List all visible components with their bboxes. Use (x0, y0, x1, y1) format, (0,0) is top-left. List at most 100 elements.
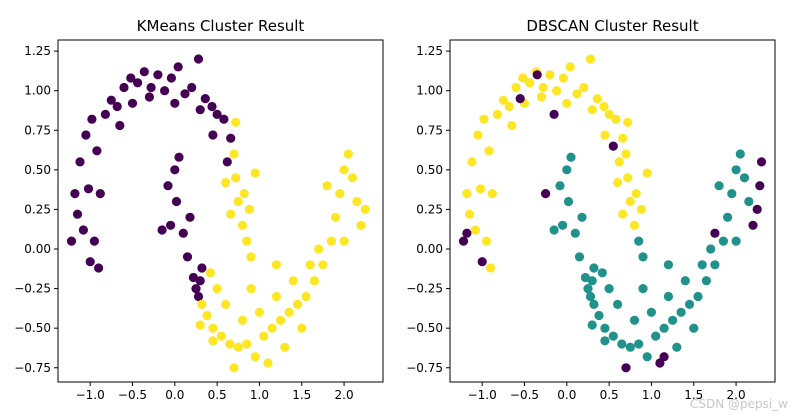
data-point (549, 109, 559, 119)
data-point (739, 173, 750, 183)
data-point (292, 299, 303, 309)
data-point (237, 315, 248, 325)
data-point (701, 276, 712, 286)
data-point (259, 331, 269, 341)
data-point (604, 284, 614, 294)
data-point (144, 92, 154, 102)
series-noise (458, 70, 767, 373)
series-lower-moon (549, 149, 754, 362)
data-point (271, 260, 281, 270)
data-point (95, 189, 105, 199)
data-point (479, 114, 489, 124)
plot-frame (449, 39, 776, 383)
data-point (487, 189, 497, 199)
data-point (193, 54, 204, 64)
x-tick-label: −1.0 (468, 388, 497, 402)
data-point (239, 189, 249, 199)
data-point (752, 204, 762, 214)
data-point (229, 363, 239, 373)
data-point (216, 331, 226, 341)
data-point (280, 342, 290, 352)
y-tick-label: 1.25 (416, 44, 443, 58)
data-point (356, 220, 366, 230)
y-tick-label: 0.50 (24, 163, 51, 177)
data-point (160, 86, 170, 96)
data-point (75, 157, 85, 167)
data-point (718, 236, 729, 246)
data-point (470, 225, 480, 235)
data-point (326, 236, 336, 246)
data-point (185, 212, 195, 222)
data-point (197, 299, 207, 309)
data-point (222, 157, 232, 167)
data-point (555, 181, 565, 191)
series-cluster-1 (195, 117, 370, 373)
data-point (225, 339, 235, 349)
data-point (180, 89, 190, 99)
x-tick-label: 0.5 (208, 388, 227, 402)
data-point (684, 299, 695, 309)
y-tick-label: 1.00 (24, 84, 51, 98)
data-point (72, 209, 83, 219)
data-point (585, 291, 596, 302)
data-point (219, 114, 229, 124)
data-point (714, 181, 724, 191)
data-point (331, 212, 341, 222)
data-point (565, 62, 575, 72)
data-point (221, 299, 231, 309)
data-point (78, 225, 88, 235)
data-point (94, 263, 104, 273)
data-point (343, 149, 353, 159)
data-point (617, 339, 627, 349)
data-point (250, 352, 260, 362)
data-point (756, 157, 767, 167)
data-point (618, 133, 628, 143)
data-point (207, 101, 217, 112)
data-point (208, 336, 218, 346)
data-point (608, 331, 618, 341)
data-point (625, 196, 635, 207)
data-point (297, 323, 307, 333)
data-point (484, 146, 494, 156)
data-point (126, 73, 136, 83)
chart-title: KMeans Cluster Result (137, 17, 305, 35)
data-point (178, 228, 188, 238)
data-point (246, 252, 256, 262)
data-point (697, 260, 707, 270)
data-point (318, 260, 328, 270)
data-point (195, 105, 205, 115)
data-point (205, 268, 215, 278)
data-point (563, 196, 574, 207)
data-point (208, 130, 218, 140)
data-point (153, 70, 163, 80)
data-point (87, 114, 97, 124)
data-point (706, 244, 716, 254)
data-point (570, 228, 580, 238)
y-tick-label: −0.25 (406, 282, 443, 296)
data-point (676, 307, 686, 317)
watermark: CSDN @pepsi_w (689, 397, 788, 411)
data-point (693, 291, 703, 302)
data-point (638, 284, 648, 294)
data-point (579, 82, 589, 93)
data-point (515, 94, 525, 104)
data-point (621, 363, 631, 373)
kmeans-chart: KMeans Cluster Result −1.0 −0.5 0.0 0.5 1.0 1.… (14, 17, 384, 402)
data-point (170, 98, 180, 108)
data-point (659, 323, 669, 333)
data-point (481, 236, 491, 246)
data-point (339, 236, 349, 246)
data-point (748, 220, 758, 230)
data-point (723, 212, 733, 222)
data-point (566, 152, 576, 162)
data-point (689, 323, 699, 333)
data-point (613, 299, 623, 309)
data-point (195, 320, 205, 330)
data-point (600, 130, 610, 140)
data-point (284, 307, 294, 317)
data-point (171, 196, 182, 207)
data-point (322, 181, 332, 191)
data-point (173, 62, 183, 72)
data-point (577, 212, 587, 222)
dbscan-chart: DBSCAN Cluster Result −1.0 −0.5 0.0 0.5 1.0 1.… (406, 17, 776, 402)
